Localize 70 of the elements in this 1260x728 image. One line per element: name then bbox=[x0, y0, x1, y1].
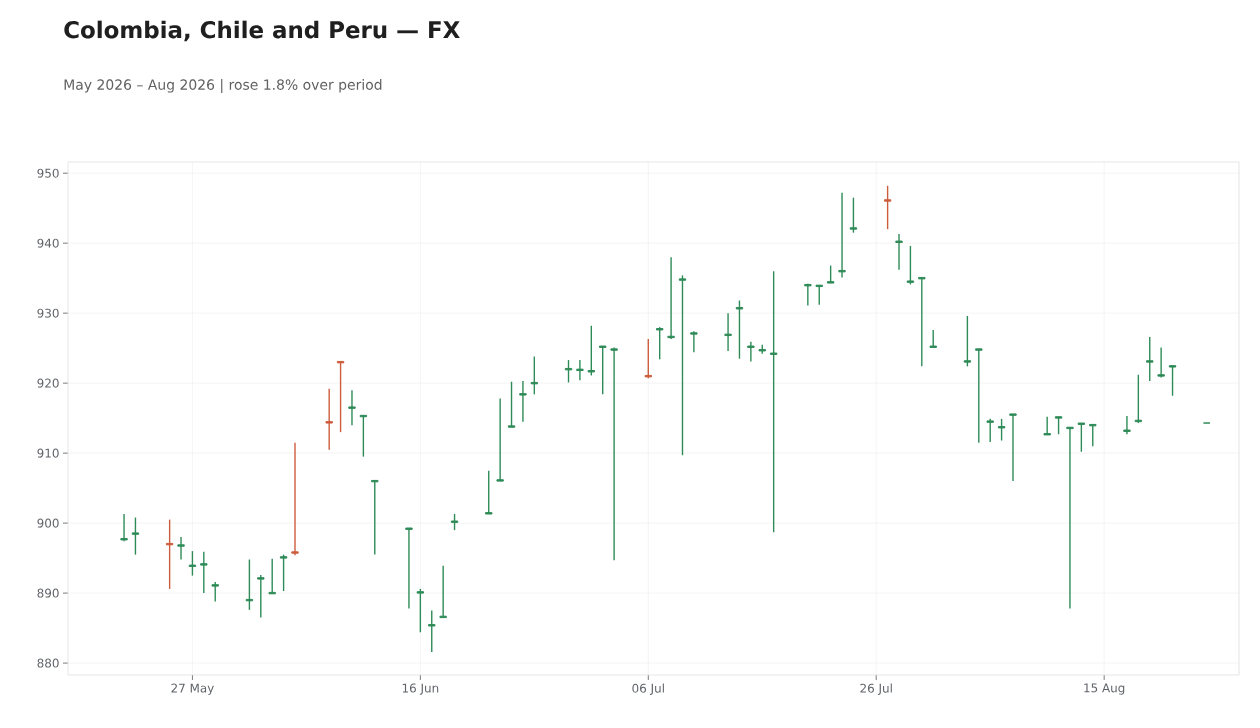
y-tick-label: 910 bbox=[37, 448, 59, 458]
candlestick bbox=[1089, 423, 1097, 447]
candlestick bbox=[975, 348, 983, 444]
candlestick bbox=[428, 609, 436, 653]
candlestick bbox=[1077, 422, 1086, 453]
candlestick bbox=[496, 397, 504, 482]
candlestick bbox=[838, 192, 846, 279]
y-tick-label: 880 bbox=[37, 658, 59, 668]
candlestick bbox=[735, 299, 744, 360]
candlestick bbox=[177, 536, 185, 561]
candlestick bbox=[1146, 336, 1154, 382]
candlestick bbox=[656, 326, 664, 361]
candlestick bbox=[348, 389, 356, 426]
candlestick bbox=[211, 581, 219, 603]
candlestick bbox=[724, 312, 732, 352]
candlestick bbox=[576, 359, 584, 382]
candlestick bbox=[986, 418, 994, 443]
candlestick bbox=[200, 551, 208, 594]
candlestick bbox=[599, 345, 607, 396]
candlestick bbox=[371, 479, 379, 556]
candlestick bbox=[997, 418, 1006, 442]
candlestick bbox=[747, 341, 755, 363]
x-tick-label: 27 May bbox=[171, 683, 214, 695]
candlestick bbox=[587, 325, 595, 377]
candlestick bbox=[895, 233, 903, 271]
candlestick bbox=[918, 276, 926, 368]
candlestick bbox=[439, 565, 447, 619]
candlestick bbox=[257, 574, 265, 619]
candlestick bbox=[325, 388, 333, 451]
candlestick bbox=[530, 355, 539, 396]
candlestick bbox=[1043, 416, 1051, 436]
candlestick bbox=[769, 270, 778, 533]
y-tick-label: 920 bbox=[37, 378, 59, 388]
candlestick bbox=[678, 274, 687, 456]
candlestick bbox=[610, 346, 618, 561]
x-tick-label: 16 Jun bbox=[402, 683, 439, 695]
candlestick bbox=[1168, 364, 1177, 397]
candlestick bbox=[963, 315, 972, 368]
candlestick bbox=[405, 527, 413, 610]
candlestick bbox=[667, 256, 675, 340]
candlestick bbox=[507, 381, 516, 428]
candlestick bbox=[849, 196, 858, 234]
candlestick bbox=[131, 516, 140, 556]
candlestick bbox=[120, 513, 128, 543]
candlestick bbox=[188, 550, 197, 577]
candlestick bbox=[268, 558, 276, 595]
candlestick bbox=[1009, 413, 1017, 482]
candlestick bbox=[1066, 426, 1074, 610]
candlestick bbox=[690, 330, 698, 354]
y-tick-label: 930 bbox=[37, 308, 59, 318]
chart-title: Colombia, Chile and Peru — FX bbox=[64, 20, 460, 42]
candlestick bbox=[1157, 346, 1165, 379]
candlestick bbox=[416, 588, 425, 633]
x-tick-label: 15 Aug bbox=[1084, 683, 1125, 695]
y-tick-label: 890 bbox=[37, 588, 59, 598]
candlestick bbox=[291, 441, 299, 557]
candlestick bbox=[279, 553, 288, 592]
chart-subtitle: May 2026 – Aug 2026 | rose 1.8% over period bbox=[64, 79, 382, 93]
candlestick bbox=[815, 284, 823, 306]
candlestick bbox=[1123, 415, 1131, 435]
x-tick-label: 06 Jul bbox=[632, 683, 664, 695]
y-tick-label: 940 bbox=[37, 238, 59, 248]
candlestick bbox=[519, 380, 527, 423]
y-tick-label: 950 bbox=[37, 168, 59, 178]
candlestick bbox=[485, 469, 493, 515]
candlestick bbox=[906, 245, 915, 286]
candlestick bbox=[883, 185, 892, 230]
y-tick-label: 900 bbox=[37, 518, 59, 528]
x-tick-label: 26 Jul bbox=[860, 683, 892, 695]
candlestick bbox=[644, 338, 652, 379]
